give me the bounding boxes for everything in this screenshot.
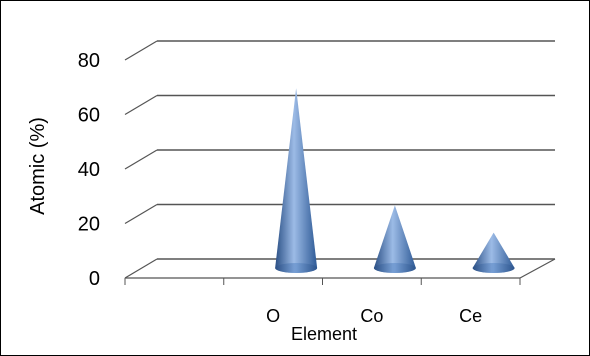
cone-O: [275, 88, 318, 274]
x-tick-label: Co: [360, 306, 383, 326]
cone-body: [373, 205, 416, 273]
cone-body: [275, 88, 318, 274]
cone-base: [472, 263, 515, 273]
y-tick-label: 20: [78, 214, 100, 236]
cone-body: [472, 232, 515, 273]
label-layer: 0 20 40 60 80 O Co Ce: [78, 50, 482, 326]
y-tick-label: 0: [89, 268, 100, 290]
cone-layer: [275, 88, 515, 274]
y-tick-label: 40: [78, 159, 100, 181]
cone-base: [275, 263, 318, 273]
x-tick-label: Ce: [459, 306, 482, 326]
gridline-diagonal: [124, 258, 158, 279]
cone-Ce: [472, 232, 515, 273]
gridline-diagonal: [124, 149, 158, 170]
cone-Co: [373, 205, 416, 273]
y-tick-label: 60: [78, 105, 100, 127]
cone-base: [373, 263, 416, 273]
gridline-diagonal: [124, 94, 158, 116]
y-tick-label: 80: [78, 50, 100, 72]
gridline-diagonal: [124, 40, 158, 61]
floor-right-edge: [519, 258, 556, 279]
x-axis-label: Element: [291, 324, 357, 344]
y-axis-label: Atomic (%): [27, 117, 49, 215]
x-tick-label: O: [266, 306, 280, 326]
gridline-diagonal: [124, 203, 158, 225]
